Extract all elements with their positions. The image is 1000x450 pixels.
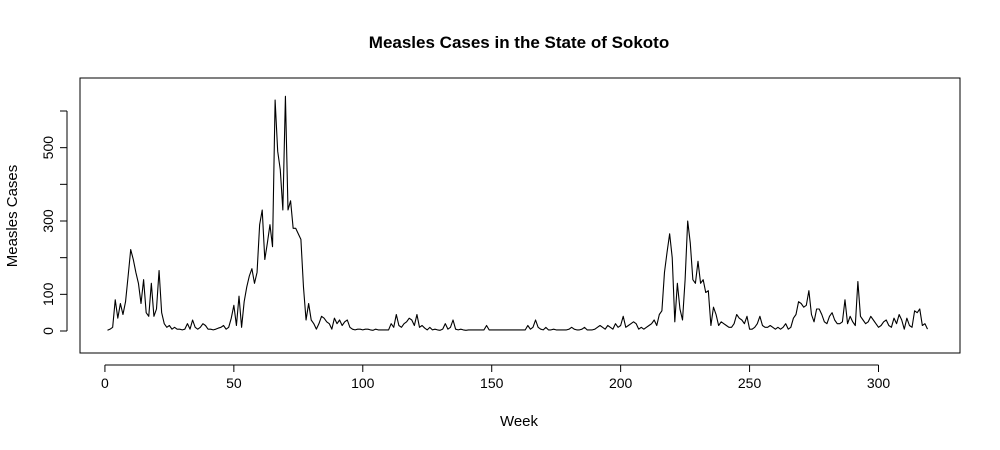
series-layer — [107, 95, 928, 331]
chart-title: Measles Cases in the State of Sokoto — [369, 33, 669, 52]
y-axis: 0 100 300 500 — [40, 110, 68, 335]
x-tick-label: 100 — [351, 375, 375, 391]
x-tick-label: 300 — [867, 375, 891, 391]
series-line-0 — [107, 95, 928, 331]
y-axis-label: Measles Cases — [4, 165, 21, 268]
x-tick-label: 0 — [101, 375, 109, 391]
y-tick-label: 100 — [40, 282, 56, 306]
y-tick-label: 0 — [40, 327, 56, 335]
x-axis-label: Week — [500, 413, 539, 430]
y-tick-label: 500 — [40, 136, 56, 160]
x-tick-label: 50 — [226, 375, 242, 391]
x-tick-label: 200 — [609, 375, 633, 391]
x-tick-label: 150 — [480, 375, 504, 391]
x-axis: 0 50 100 150 200 250 300 — [101, 364, 891, 391]
x-tick-label: 250 — [738, 375, 762, 391]
plot-area-frame — [79, 77, 961, 354]
y-tick-label: 300 — [40, 209, 56, 233]
